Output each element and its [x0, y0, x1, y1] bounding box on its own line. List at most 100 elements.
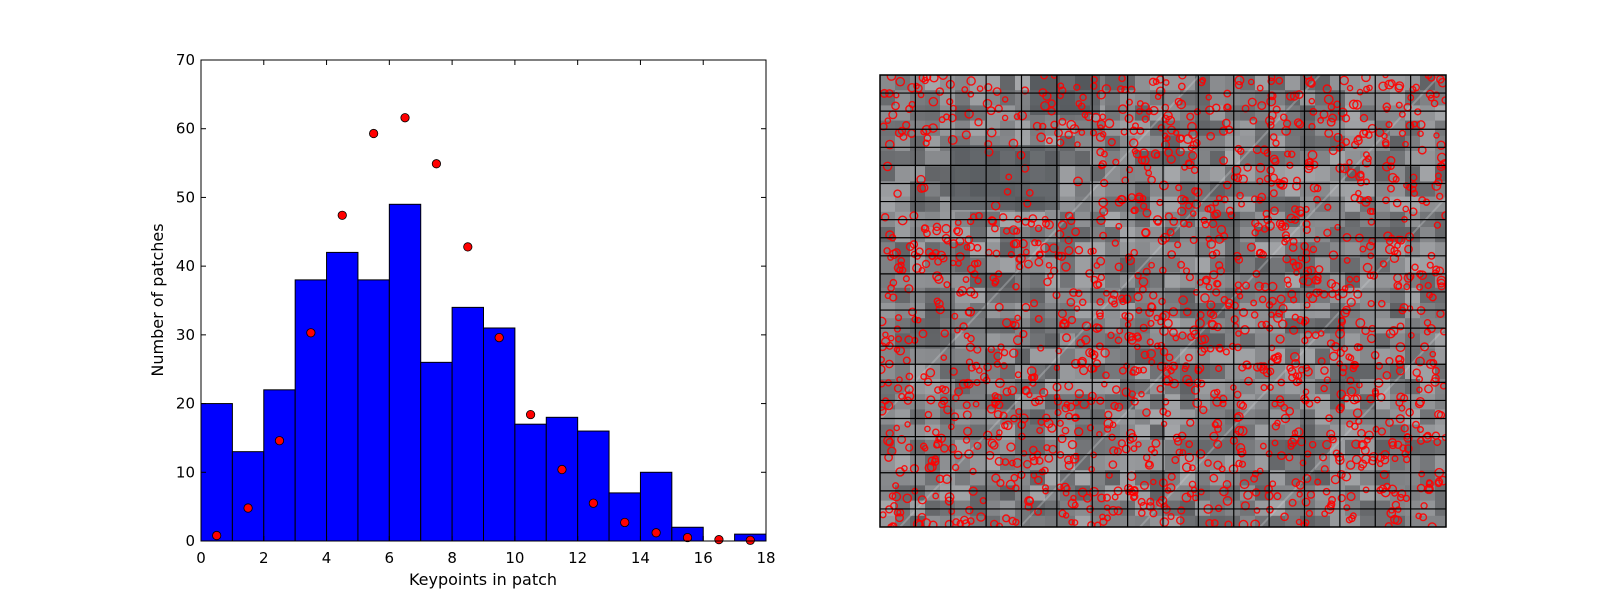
- image-tile: [1315, 485, 1331, 501]
- expected-point: [401, 114, 409, 122]
- image-tile: [925, 166, 941, 182]
- image-tile: [910, 409, 926, 425]
- image-tile: [895, 288, 911, 304]
- image-tile: [1015, 121, 1031, 137]
- image-tile: [1045, 394, 1061, 410]
- keypoint-grid-image: [780, 71, 1600, 531]
- image-tile: [1195, 516, 1211, 532]
- x-tick-label: 12: [568, 549, 587, 567]
- image-tile: [925, 105, 941, 121]
- expected-point: [212, 531, 220, 539]
- image-tile: [925, 136, 941, 152]
- image-tile: [910, 349, 926, 365]
- image-tile: [1270, 516, 1286, 532]
- expected-point: [369, 129, 377, 137]
- x-tick-label: 10: [505, 549, 524, 567]
- image-tile: [910, 425, 926, 441]
- image-tile: [985, 485, 1001, 501]
- image-tile: [1195, 151, 1211, 167]
- image-tile: [880, 151, 896, 167]
- histogram-bar: [327, 252, 358, 541]
- image-tile: [1330, 197, 1346, 213]
- image-tile: [1180, 227, 1196, 243]
- image-tile: [1240, 440, 1256, 456]
- image-tile: [880, 303, 896, 319]
- image-tile: [1315, 303, 1331, 319]
- image-tile: [1165, 75, 1181, 91]
- expected-point: [464, 243, 472, 251]
- histogram-bar: [609, 493, 640, 541]
- y-tick-label: 50: [176, 188, 195, 206]
- image-tile: [1060, 197, 1076, 213]
- x-tick-label: 14: [631, 549, 650, 567]
- x-tick-label: 8: [447, 549, 457, 567]
- image-tile: [1390, 379, 1406, 395]
- expected-point: [495, 333, 503, 341]
- image-tile: [1015, 273, 1031, 289]
- x-tick-label: 4: [322, 549, 332, 567]
- image-tile: [1255, 440, 1271, 456]
- expected-point: [432, 160, 440, 168]
- image-tile: [1420, 136, 1436, 152]
- image-tile: [1435, 485, 1451, 501]
- image-tile: [940, 364, 956, 380]
- image-tile: [1000, 364, 1016, 380]
- image-tile: [1360, 257, 1376, 273]
- image-tile: [1240, 379, 1256, 395]
- image-tile: [910, 151, 926, 167]
- x-tick-label: 0: [196, 549, 206, 567]
- image-tile: [1255, 455, 1271, 471]
- image-tile: [1030, 273, 1046, 289]
- histogram-bar: [389, 204, 420, 541]
- image-tile: [1045, 318, 1061, 334]
- image-tile: [910, 166, 926, 182]
- image-tile: [1270, 273, 1286, 289]
- image-tile: [1105, 516, 1121, 532]
- image-tile: [1105, 318, 1121, 334]
- image-tile: [1180, 257, 1196, 273]
- image-tile: [895, 227, 911, 243]
- image-tile: [1060, 273, 1076, 289]
- image-tile: [1285, 75, 1301, 91]
- image-tile: [1015, 440, 1031, 456]
- histogram-chart: 0 2 4 6 8 10 12 14 16 18 010203040506070 Keypoint…: [148, 51, 776, 589]
- image-tile: [1195, 257, 1211, 273]
- image-tile: [925, 303, 941, 319]
- image-tile: [1075, 197, 1091, 213]
- image-tile: [895, 151, 911, 167]
- y-tick-label: 70: [176, 51, 195, 69]
- histogram-bar: [515, 424, 546, 541]
- histogram-bar: [264, 390, 295, 541]
- image-tile: [1420, 303, 1436, 319]
- image-tile: [1105, 121, 1121, 137]
- histogram-bar: [452, 307, 483, 541]
- image-tile: [1075, 121, 1091, 137]
- image-tile: [1315, 166, 1331, 182]
- image-tile: [1315, 349, 1331, 365]
- x-tick-labels: 0 2 4 6 8 10 12 14 16 18: [196, 549, 775, 567]
- image-tile: [1420, 166, 1436, 182]
- image-tile: [1375, 318, 1391, 334]
- image-tile: [895, 364, 911, 380]
- image-tile: [1435, 349, 1451, 365]
- image-tile: [1165, 318, 1181, 334]
- expected-point: [526, 410, 534, 418]
- x-tick-label: 16: [694, 549, 713, 567]
- expected-point: [589, 499, 597, 507]
- image-tile: [1075, 151, 1091, 167]
- image-dark-region: [950, 145, 1060, 210]
- image-tile: [1435, 440, 1451, 456]
- image-tile: [1435, 455, 1451, 471]
- image-tile: [910, 394, 926, 410]
- image-tile: [1375, 409, 1391, 425]
- image-tile: [1105, 136, 1121, 152]
- image-tile: [1060, 379, 1076, 395]
- histogram-bars: [201, 204, 766, 541]
- image-tile: [895, 303, 911, 319]
- histogram-bar: [232, 452, 263, 541]
- histogram-bar: [358, 280, 389, 541]
- image-tile: [940, 425, 956, 441]
- image-tile: [1315, 409, 1331, 425]
- image-tile: [1435, 227, 1451, 243]
- y-tick-label: 30: [176, 326, 195, 344]
